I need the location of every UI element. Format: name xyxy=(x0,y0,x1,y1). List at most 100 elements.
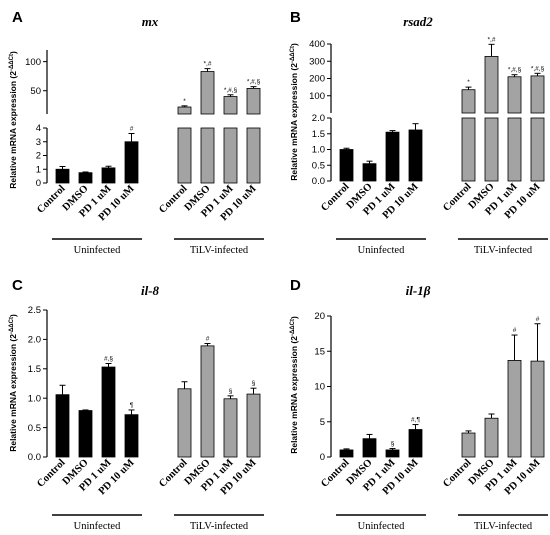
y-axis-label-close: ) xyxy=(8,51,18,54)
category-label: Control xyxy=(441,181,473,213)
y-tick-label: 50 xyxy=(30,86,41,97)
y-axis-label-main: Relative mRNA expression (2 xyxy=(8,334,18,452)
y-axis-label-main: Relative mRNA expression (2 xyxy=(289,336,299,454)
group-label-infected: TiLV-infected xyxy=(474,245,533,256)
bar xyxy=(246,88,261,115)
panel-title: il-1β xyxy=(406,283,431,298)
y-tick-label: 200 xyxy=(309,74,325,85)
y-axis-label-superscript: -ΔΔCt xyxy=(290,46,296,63)
group-label-uninfected: Uninfected xyxy=(74,245,121,256)
y-axis-label-main: Relative mRNA expression (2 xyxy=(289,63,299,181)
bar xyxy=(484,417,499,458)
bar xyxy=(200,71,215,115)
bar xyxy=(55,168,70,184)
significance-label: #,§ xyxy=(104,356,113,363)
y-tick-label: 5 xyxy=(320,417,325,428)
y-tick-label: 0 xyxy=(320,452,325,463)
y-axis-label-superscript: -ΔΔCt xyxy=(9,317,15,334)
bar xyxy=(339,149,354,182)
category-label: Control xyxy=(157,457,189,489)
significance-label: *,#,§ xyxy=(508,67,522,74)
panel-letter: C xyxy=(12,277,23,294)
significance-label: * xyxy=(467,79,470,86)
bar xyxy=(55,394,70,458)
bar xyxy=(78,172,93,184)
significance-label: *,# xyxy=(488,36,496,43)
significance-label: # xyxy=(130,126,134,133)
significance-label: § xyxy=(252,380,256,387)
group-label-uninfected: Uninfected xyxy=(358,521,405,532)
bar xyxy=(200,345,215,458)
significance-label: # xyxy=(536,316,540,323)
significance-label: § xyxy=(229,388,233,395)
y-tick-label: 0.0 xyxy=(28,452,41,463)
bar xyxy=(461,432,476,458)
bar xyxy=(339,449,354,458)
bar xyxy=(177,127,192,184)
group-label-uninfected: Uninfected xyxy=(358,245,405,256)
category-label: Control xyxy=(157,183,189,215)
bar xyxy=(507,360,522,458)
bar xyxy=(385,131,400,182)
bar xyxy=(362,163,377,182)
bar xyxy=(507,117,522,182)
y-axis-label: Relative mRNA expression (2-ΔΔCt) xyxy=(8,314,18,452)
y-tick-label: 2.0 xyxy=(312,113,325,124)
y-axis-label-main: Relative mRNA expression (2 xyxy=(8,71,18,189)
y-tick-label: 0 xyxy=(36,178,41,189)
bar xyxy=(101,366,116,458)
bar xyxy=(177,388,192,458)
bar xyxy=(530,117,545,182)
bar xyxy=(78,410,93,458)
significance-label: *,#,§ xyxy=(247,79,261,86)
y-tick-label: 1.0 xyxy=(28,393,41,404)
y-tick-label: 0.5 xyxy=(312,160,325,171)
bar xyxy=(101,167,116,184)
bar xyxy=(507,76,522,114)
y-axis-label: Relative mRNA expression (2-ΔΔCt) xyxy=(289,316,299,454)
panel-letter: A xyxy=(12,9,23,26)
bar xyxy=(223,127,238,184)
y-tick-label: 4 xyxy=(36,123,41,134)
bar xyxy=(246,127,261,184)
significance-label: § xyxy=(391,441,395,448)
y-tick-label: 10 xyxy=(314,382,325,393)
y-tick-label: 3 xyxy=(36,137,41,148)
bar xyxy=(124,141,139,184)
y-tick-label: 15 xyxy=(314,346,325,357)
y-axis-label-close: ) xyxy=(289,43,299,46)
y-axis-label-superscript: -ΔΔCt xyxy=(290,319,296,336)
panel-title: il-8 xyxy=(141,283,160,298)
bar xyxy=(408,129,423,182)
y-tick-label: 1 xyxy=(36,164,41,175)
y-tick-label: 0.0 xyxy=(312,176,325,187)
significance-label: *,#,§ xyxy=(531,65,545,72)
bar xyxy=(461,117,476,182)
group-label-infected: TiLV-infected xyxy=(190,245,249,256)
bar xyxy=(530,360,545,458)
bar xyxy=(461,89,476,114)
y-axis-label-close: ) xyxy=(289,316,299,319)
group-label-infected: TiLV-infected xyxy=(190,521,249,532)
panel-title: mx xyxy=(142,14,159,29)
bar xyxy=(484,56,499,114)
bar xyxy=(223,96,238,115)
y-tick-label: 2 xyxy=(36,151,41,162)
y-axis-label-close: ) xyxy=(8,314,18,317)
y-tick-label: 2.0 xyxy=(28,335,41,346)
significance-label: * xyxy=(183,98,186,105)
bar xyxy=(200,127,215,184)
bar xyxy=(408,429,423,458)
bar xyxy=(177,106,192,115)
y-tick-label: 1.5 xyxy=(312,129,325,140)
y-tick-label: 2.5 xyxy=(28,305,41,316)
bar xyxy=(530,75,545,114)
panel-title: rsad2 xyxy=(403,14,433,29)
bar xyxy=(362,438,377,458)
panel-letter: D xyxy=(290,277,301,294)
